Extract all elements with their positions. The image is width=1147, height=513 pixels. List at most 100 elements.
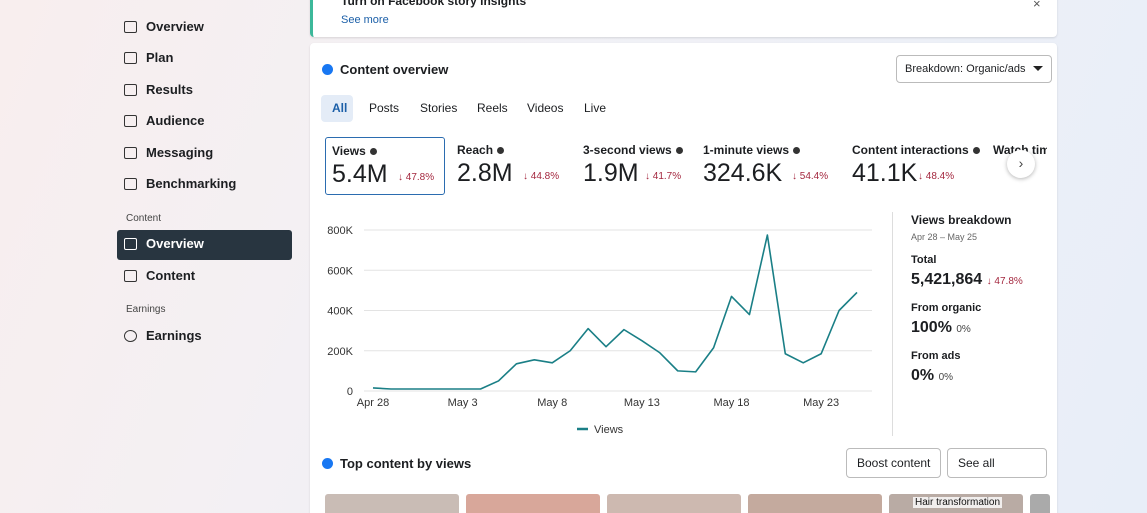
tab[interactable]: Live (584, 101, 607, 115)
breakdown-label: From organic (911, 302, 982, 314)
thumbnail[interactable]: Hair transformation (889, 494, 1023, 513)
y-tick-label: 200K (327, 346, 353, 358)
legend-label: Views (594, 424, 624, 436)
breakdown-title: Views breakdown (911, 213, 1012, 227)
tab[interactable]: Videos (527, 101, 564, 115)
active-highlight (117, 230, 292, 260)
metric-value: 1.9M (583, 159, 639, 187)
nav-item[interactable]: Overview (124, 236, 204, 251)
tab[interactable]: Reels (477, 101, 508, 115)
banner: Turn on Facebook story insights See more… (310, 0, 1057, 37)
thumbnail-caption: Hair transformation (913, 497, 1003, 508)
section-title: Top content by views (322, 456, 471, 471)
metric[interactable]: Reach 2.8M ↓ 44.8% (451, 137, 569, 193)
nav-label: Messaging (146, 145, 214, 160)
divider (892, 212, 893, 436)
nav-label: Content (146, 268, 196, 283)
nav-item[interactable]: Messaging (124, 145, 213, 160)
x-tick-label: May 23 (803, 397, 839, 409)
line-series (372, 234, 858, 390)
breakdown-value: 0% 0% (911, 367, 953, 385)
nav-label: Results (146, 82, 193, 97)
nav-label: Overview (146, 236, 204, 251)
metric[interactable]: 3-second views 1.9M ↓ 41.7% (577, 137, 695, 193)
thumbnail[interactable] (325, 494, 459, 513)
nav-item[interactable]: Plan (124, 50, 173, 65)
breakdown-value: 100% 0% (911, 319, 971, 337)
metric-change: ↓ 44.8% (523, 171, 560, 182)
breakdown-label: Total (911, 254, 937, 266)
banner-link[interactable]: See more (341, 14, 389, 26)
breakdown-value-text: 100% (911, 319, 952, 336)
metric[interactable]: Content interactions 41.1K ↓ 48.4% (846, 137, 981, 193)
nav-item[interactable]: Content (124, 268, 195, 283)
y-tick-label: 0 (347, 386, 353, 398)
banner-title: Turn on Facebook story insights (341, 0, 527, 8)
metric[interactable]: 1-minute views 324.6K ↓ 54.4% (697, 137, 828, 193)
button[interactable]: Boost content (846, 448, 942, 478)
breakdown-change: 0% (938, 372, 954, 383)
breakdown-change: ↓ 47.8% (986, 276, 1023, 287)
nav-label: Benchmarking (146, 176, 237, 191)
thumbnail[interactable] (607, 494, 741, 513)
thumbnail[interactable] (466, 494, 600, 513)
metric-value: 324.6K (703, 159, 783, 187)
y-tick-label: 600K (327, 265, 353, 277)
nav-item[interactable]: Results (124, 82, 193, 97)
nav-item[interactable]: Overview (124, 19, 204, 34)
nav-label: Earnings (146, 328, 202, 343)
breakdown-change-text: 47.8% (994, 276, 1023, 287)
nav-label: Plan (146, 50, 174, 65)
line-chart: 0 200K 400K 600K 800K Apr 28 May 3 May 8 May 13 M… (327, 225, 872, 436)
thumbnail[interactable] (748, 494, 882, 513)
metric-value: 5.4M (332, 160, 388, 188)
metric-label: 3-second views (583, 143, 683, 157)
metric-change-text: 47.8% (405, 172, 435, 183)
card-title: Content overview (322, 62, 448, 77)
tab[interactable]: Stories (420, 101, 458, 115)
tab[interactable]: All (332, 101, 348, 115)
button[interactable]: See all content (947, 448, 1047, 478)
y-tick-label: 400K (327, 306, 353, 318)
metric-label: Reach (457, 143, 504, 157)
close-icon[interactable]: × (1033, 0, 1041, 11)
breakdown-value-text: 0% (911, 367, 935, 384)
metric-change-text: 44.8% (530, 171, 560, 182)
next-arrow[interactable]: › (1007, 150, 1035, 178)
metric[interactable]: Views 5.4M ↓ 47.8% (325, 137, 445, 195)
x-tick-label: Apr 28 (357, 397, 389, 409)
x-tick-label: May 18 (713, 397, 749, 409)
x-tick-label: May 8 (537, 397, 567, 409)
breakdown-label: From ads (911, 350, 961, 362)
metric-value: 2.8M (457, 159, 513, 187)
metric-change-text: 41.7% (652, 171, 682, 182)
nav-item[interactable]: Audience (124, 113, 205, 128)
metric-label: Content interactions (852, 143, 980, 157)
metric-change: ↓ 48.4% (918, 171, 955, 182)
metric-label: 1-minute views (703, 143, 800, 157)
y-tick-label: 800K (327, 225, 353, 237)
breakdown-dropdown[interactable]: Breakdown: Organic/ads (896, 55, 1052, 83)
metric-change: ↓ 54.4% (792, 171, 829, 182)
nav-item[interactable]: Benchmarking (124, 176, 236, 191)
x-tick-label: May 13 (624, 397, 660, 409)
breakdown-change: 0% (956, 324, 971, 335)
content-overview-card: Content overview Breakdown: Organic/ads … (310, 43, 1057, 513)
dropdown-caret (1033, 66, 1043, 76)
dropdown-label: Breakdown: Organic/ads (905, 63, 1026, 75)
metric-label: Views (332, 144, 377, 158)
breakdown-value-text: 5,421,864 (911, 271, 983, 288)
metric-value: 41.1K (852, 159, 918, 187)
thumbnail[interactable] (1030, 494, 1050, 513)
section-title-text: Top content by views (340, 456, 472, 471)
nav-item[interactable]: Earnings (124, 328, 202, 343)
metric-change-text: 54.4% (799, 171, 829, 182)
metric-change: ↓ 47.8% (398, 172, 435, 183)
nav-label: Audience (146, 113, 205, 128)
x-tick-label: May 3 (448, 397, 478, 409)
tab[interactable]: Posts (369, 101, 400, 115)
tab-active-bg (321, 95, 353, 122)
breakdown-date: Apr 28 – May 25 (911, 232, 978, 242)
section-title: Content (126, 213, 162, 224)
